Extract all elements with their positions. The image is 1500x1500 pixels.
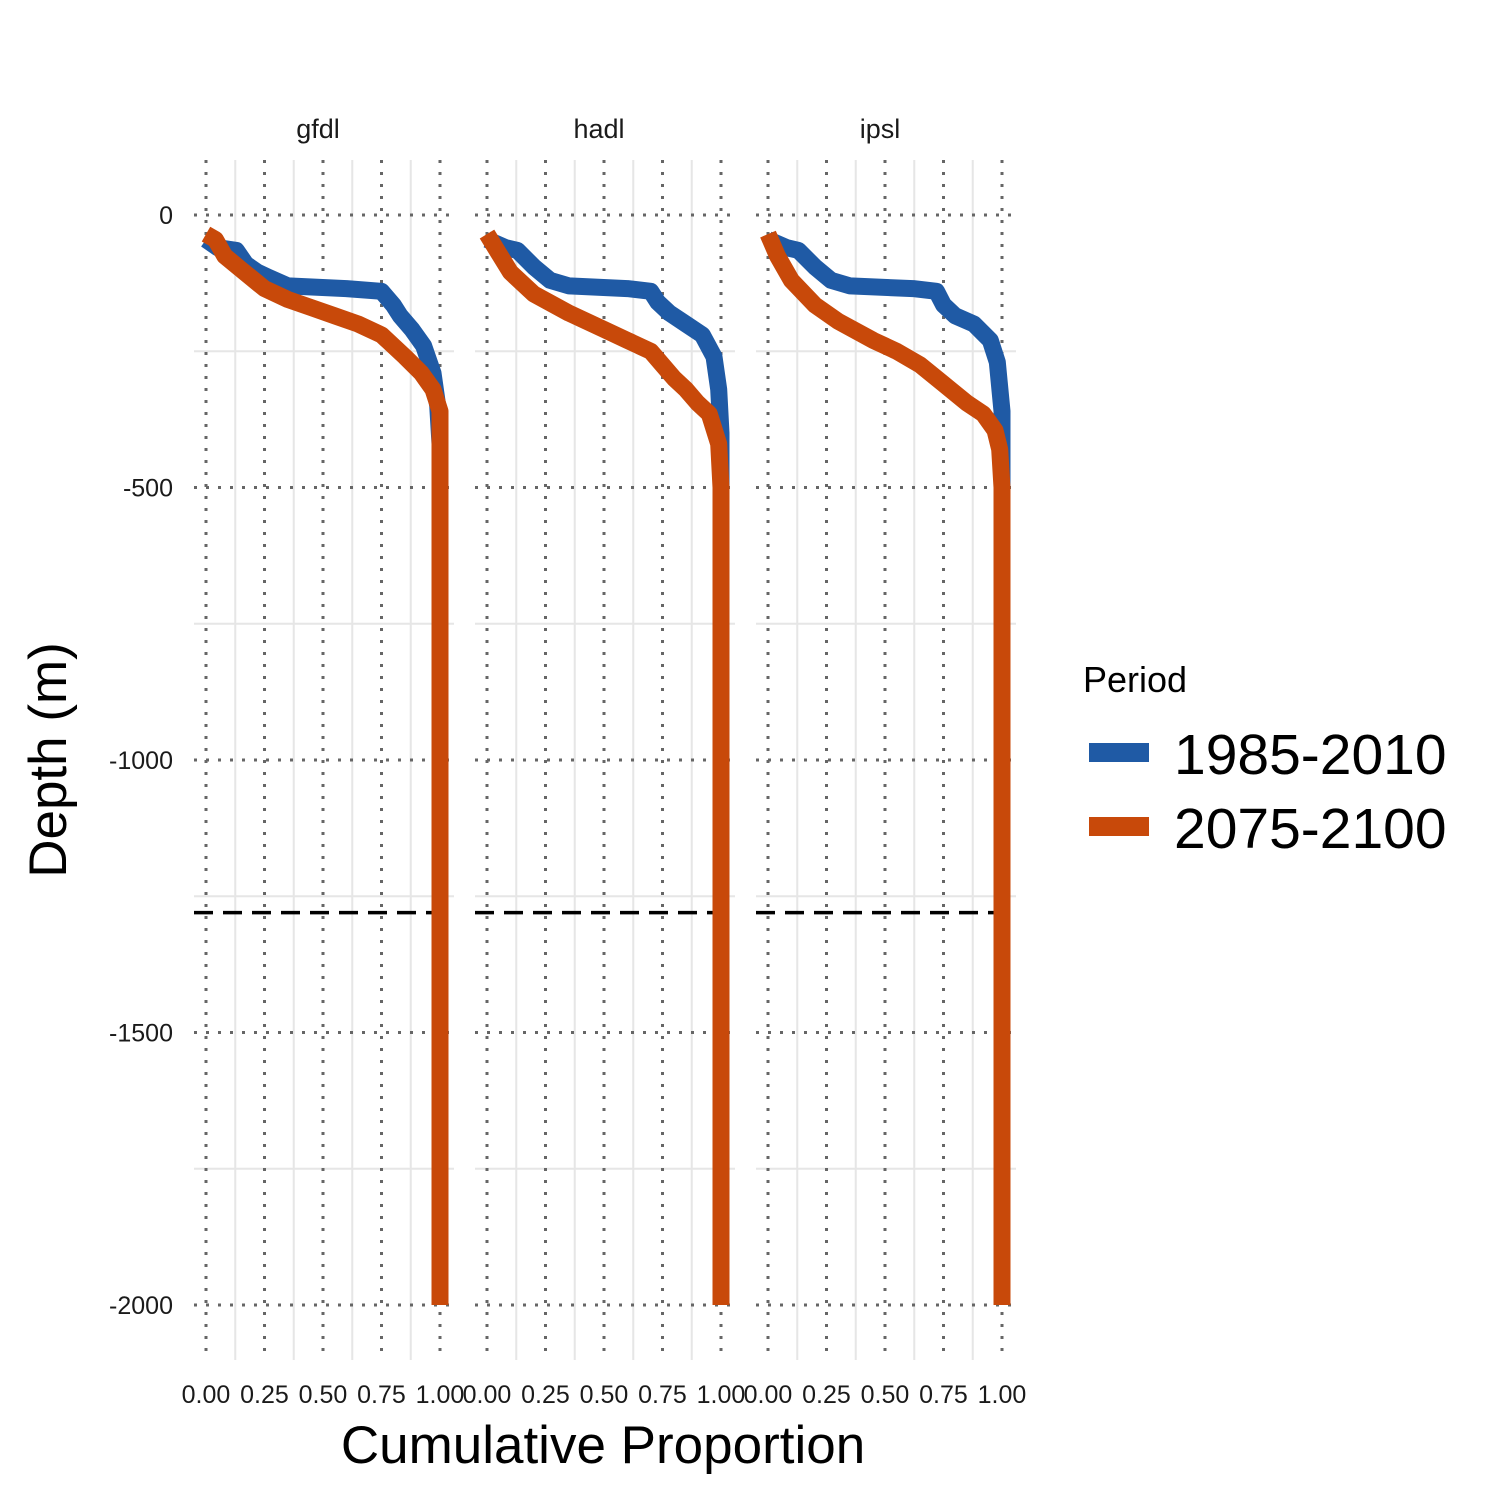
x-tick-label: 0.50 — [580, 1381, 629, 1409]
y-tick-label: 0 — [159, 202, 173, 230]
series-line-1985-2010 — [764, 231, 1011, 1305]
panel-hadl: hadl — [475, 114, 735, 1360]
y-tick-label: -1000 — [109, 747, 173, 775]
y-tick-label: -2000 — [109, 1292, 173, 1320]
legend-label-2075-2100: 2075-2100 — [1174, 797, 1447, 861]
strip-label-ipsl: ipsl — [860, 114, 901, 144]
legend-title: Period — [1083, 659, 1187, 700]
x-tick-label: 0.50 — [299, 1381, 348, 1409]
series-line-2075-2100 — [201, 226, 449, 1305]
panel-gfdl: gfdl — [194, 114, 454, 1360]
x-tick-label: 0.75 — [357, 1381, 406, 1409]
x-tick-label: 0.25 — [521, 1381, 570, 1409]
x-tick-label: 0.25 — [802, 1381, 851, 1409]
y-tick-label: -1500 — [109, 1020, 173, 1048]
x-tick-label: 1.00 — [416, 1381, 465, 1409]
legend-label-1985-2010: 1985-2010 — [1174, 723, 1447, 787]
x-tick-label: 1.00 — [978, 1381, 1027, 1409]
x-tick-label: 1.00 — [697, 1381, 746, 1409]
x-tick-label: 0.75 — [638, 1381, 687, 1409]
y-tick-labels: 0 -500 -1000 -1500 -2000 — [109, 202, 173, 1320]
y-axis-title: Depth (m) — [19, 642, 78, 878]
x-tick-label: 0.00 — [744, 1381, 793, 1409]
x-tick-label: 0.75 — [919, 1381, 968, 1409]
panel-ipsl: ipsl — [756, 114, 1016, 1360]
strip-label-hadl: hadl — [573, 114, 624, 144]
series-line-2075-2100 — [760, 230, 1011, 1305]
strip-label-gfdl: gfdl — [296, 114, 340, 144]
x-tick-labels: 0.00 0.25 0.50 0.75 1.000.00 0.25 0.50 0.75 1.00… — [182, 1381, 1027, 1409]
series-line-2075-2100 — [479, 229, 730, 1305]
legend-swatch-1985-2010 — [1089, 743, 1149, 762]
y-tick-label: -500 — [123, 475, 173, 503]
x-tick-label: 0.00 — [463, 1381, 512, 1409]
x-tick-label: 0.00 — [182, 1381, 231, 1409]
x-tick-label: 0.25 — [240, 1381, 289, 1409]
legend-swatch-2075-2100 — [1089, 817, 1149, 836]
x-tick-label: 0.50 — [861, 1381, 910, 1409]
series-line-1985-2010 — [483, 231, 730, 1305]
panels-group: gfdl hadl ipsl — [194, 114, 1016, 1360]
legend: Period 1985-2010 2075-2100 — [1083, 659, 1447, 861]
x-axis-title: Cumulative Proportion — [341, 1416, 865, 1475]
